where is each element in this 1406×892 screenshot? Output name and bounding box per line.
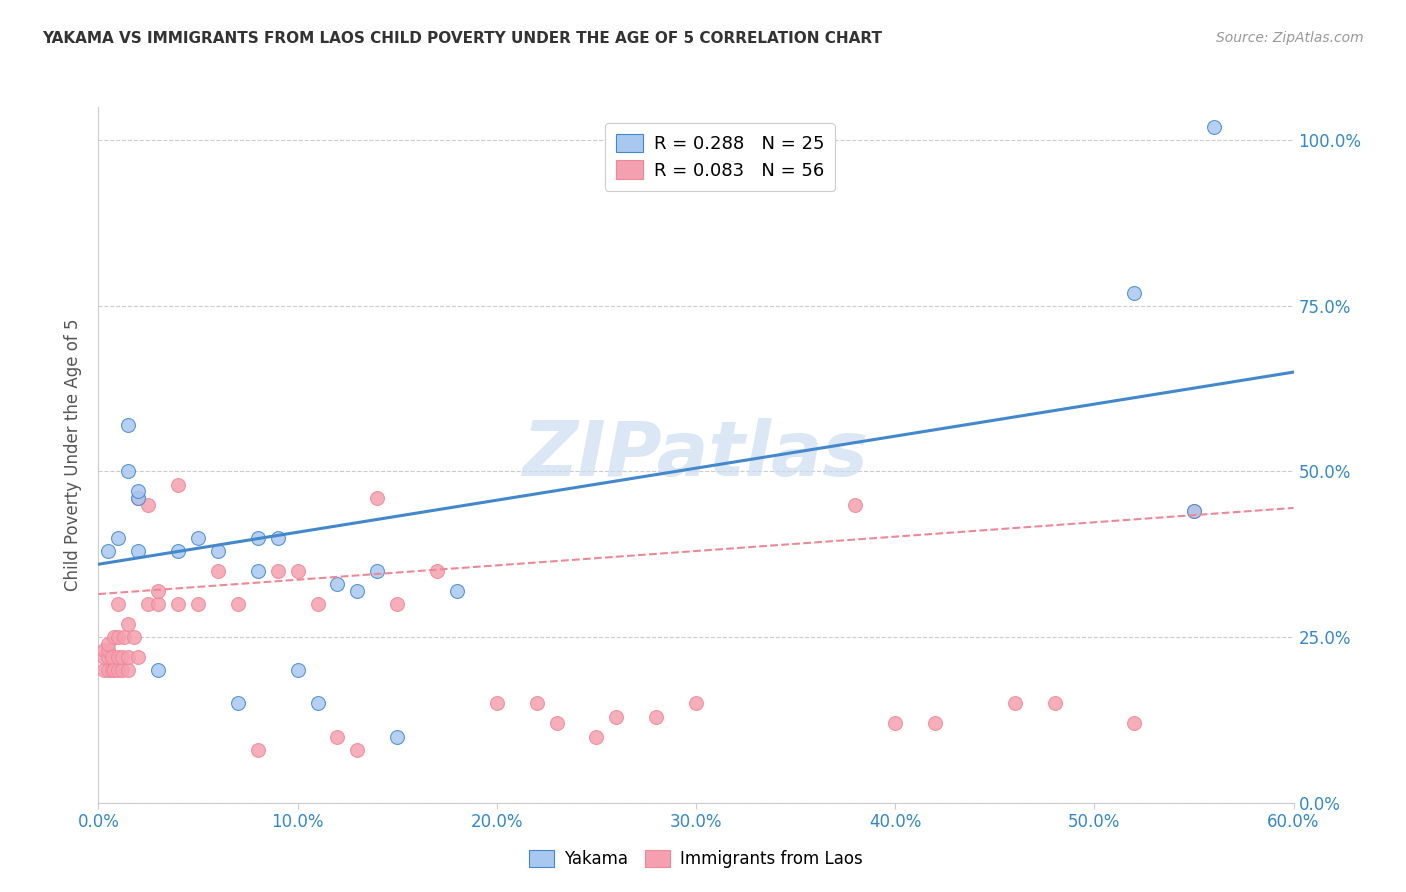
Point bbox=[267, 564, 290, 578]
Point bbox=[136, 597, 159, 611]
Point bbox=[101, 663, 124, 677]
Y-axis label: Child Poverty Under the Age of 5: Child Poverty Under the Age of 5 bbox=[65, 318, 83, 591]
Point bbox=[97, 637, 120, 651]
Point bbox=[167, 477, 190, 491]
Point bbox=[107, 630, 129, 644]
Point bbox=[127, 544, 149, 558]
Point bbox=[1004, 697, 1026, 711]
Point bbox=[111, 650, 134, 665]
Point bbox=[117, 663, 139, 677]
Point bbox=[127, 491, 149, 505]
Point bbox=[112, 630, 135, 644]
Point bbox=[148, 597, 170, 611]
Point bbox=[366, 564, 388, 578]
Point bbox=[127, 484, 149, 499]
Point bbox=[366, 491, 388, 505]
Point bbox=[148, 663, 170, 677]
Point bbox=[385, 597, 409, 611]
Point bbox=[97, 643, 120, 657]
Point bbox=[585, 730, 607, 744]
Text: ZIPatlas: ZIPatlas bbox=[523, 418, 869, 491]
Point bbox=[645, 709, 668, 723]
Point bbox=[136, 498, 159, 512]
Point bbox=[326, 577, 349, 591]
Point bbox=[267, 531, 290, 545]
Point bbox=[346, 743, 368, 757]
Point bbox=[101, 650, 124, 665]
Point bbox=[1123, 285, 1146, 300]
Text: YAKAMA VS IMMIGRANTS FROM LAOS CHILD POVERTY UNDER THE AGE OF 5 CORRELATION CHAR: YAKAMA VS IMMIGRANTS FROM LAOS CHILD POV… bbox=[42, 31, 882, 46]
Point bbox=[307, 597, 329, 611]
Point bbox=[924, 716, 946, 731]
Point bbox=[187, 597, 209, 611]
Point bbox=[1182, 504, 1205, 518]
Point bbox=[207, 544, 229, 558]
Point bbox=[124, 630, 146, 644]
Legend: Yakama, Immigrants from Laos: Yakama, Immigrants from Laos bbox=[523, 843, 869, 874]
Point bbox=[187, 531, 209, 545]
Point bbox=[226, 597, 249, 611]
Point bbox=[107, 531, 129, 545]
Point bbox=[287, 564, 309, 578]
Point bbox=[117, 465, 139, 479]
Point bbox=[546, 716, 568, 731]
Point bbox=[346, 583, 368, 598]
Point bbox=[426, 564, 449, 578]
Point bbox=[93, 663, 115, 677]
Point bbox=[117, 616, 139, 631]
Point bbox=[844, 498, 866, 512]
Point bbox=[1202, 120, 1225, 134]
Point bbox=[167, 544, 190, 558]
Point bbox=[103, 663, 125, 677]
Point bbox=[605, 709, 627, 723]
Point bbox=[685, 697, 707, 711]
Point bbox=[207, 564, 229, 578]
Point bbox=[1182, 504, 1205, 518]
Point bbox=[167, 597, 190, 611]
Point bbox=[97, 650, 120, 665]
Point bbox=[307, 697, 329, 711]
Point bbox=[97, 544, 120, 558]
Point bbox=[117, 418, 139, 433]
Point bbox=[107, 663, 129, 677]
Point bbox=[127, 491, 149, 505]
Point bbox=[1123, 716, 1146, 731]
Point bbox=[446, 583, 468, 598]
Point bbox=[385, 730, 409, 744]
Point bbox=[1043, 697, 1066, 711]
Point bbox=[246, 743, 269, 757]
Point bbox=[97, 663, 120, 677]
Point bbox=[93, 643, 115, 657]
Point bbox=[103, 630, 125, 644]
Point bbox=[117, 650, 139, 665]
Point bbox=[526, 697, 548, 711]
Point bbox=[111, 663, 134, 677]
Point bbox=[107, 650, 129, 665]
Point bbox=[326, 730, 349, 744]
Point bbox=[246, 531, 269, 545]
Point bbox=[884, 716, 907, 731]
Point bbox=[226, 697, 249, 711]
Point bbox=[485, 697, 508, 711]
Point bbox=[127, 650, 149, 665]
Text: Source: ZipAtlas.com: Source: ZipAtlas.com bbox=[1216, 31, 1364, 45]
Point bbox=[93, 650, 115, 665]
Point bbox=[107, 597, 129, 611]
Point bbox=[148, 583, 170, 598]
Point bbox=[246, 564, 269, 578]
Point bbox=[287, 663, 309, 677]
